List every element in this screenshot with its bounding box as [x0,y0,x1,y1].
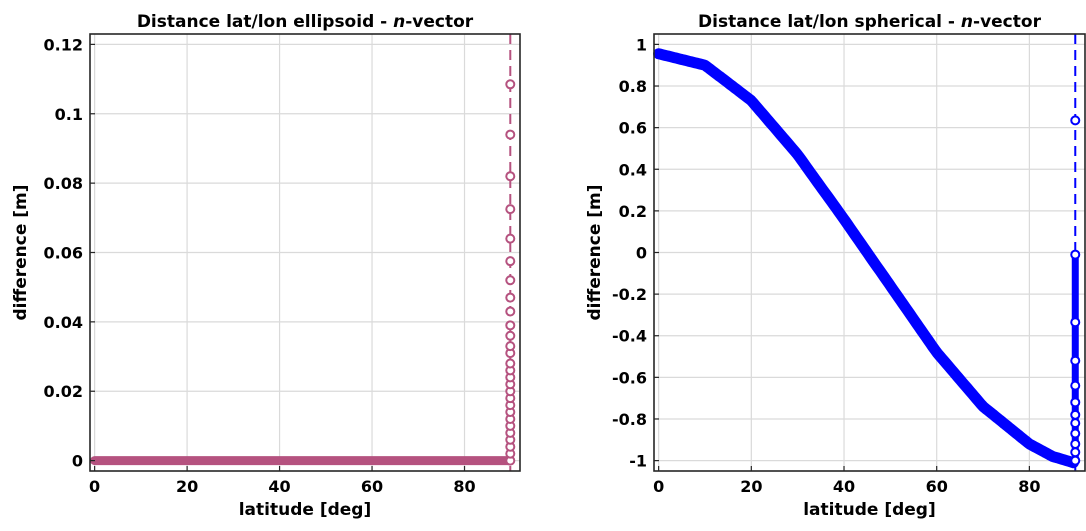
y-tick-label: 0.1 [55,105,83,124]
data-marker [505,275,516,286]
y-tick-label: 0.06 [44,244,83,263]
y-tick-label: 0.04 [44,313,83,332]
chart-title-part: Distance lat/lon ellipsoid - [137,12,393,32]
data-marker [505,330,516,341]
x-axis-label: latitude [deg] [803,500,936,520]
x-tick-label: 80 [453,477,475,496]
x-tick-label: 60 [926,477,948,496]
data-marker [1070,249,1081,260]
data-marker [505,79,516,90]
chart-title: Distance lat/lon spherical - n-vector [698,12,1042,32]
y-tick-label: -0.6 [612,368,647,387]
data-marker [1070,428,1081,439]
data-marker [1070,115,1081,126]
y-tick-label: -0.8 [612,410,647,429]
x-tick-label: 60 [361,477,383,496]
data-marker [1070,447,1081,458]
data-marker [1070,438,1081,449]
data-marker [505,233,516,244]
y-tick-label: 0.02 [44,382,83,401]
x-tick-label: 80 [1018,477,1040,496]
data-marker [505,320,516,331]
data-marker [1070,455,1081,466]
data-marker [1070,418,1081,429]
right-chart-panel: 0 20 40 60 80 -1 -0.8 -0.6 -0.4 -0.2 0 0.2 0.4 0.6 0.8… [585,12,1086,520]
data-marker [505,306,516,317]
y-axis-label: difference [m] [585,184,605,320]
y-tick-label: -1 [629,452,647,471]
x-axis-label: latitude [deg] [239,500,372,520]
data-marker [1070,409,1081,420]
chart-title-italic: n [961,12,973,32]
chart-title-part: -vector [973,12,1042,32]
x-tick-label: 0 [89,477,100,496]
data-marker [1070,397,1081,408]
y-axis-label: difference [m] [11,184,31,320]
y-tick-label: 0.4 [619,160,647,179]
y-tick-label: 1 [636,35,647,54]
y-tick-label: 0 [636,244,647,263]
x-tick-label: 0 [653,477,664,496]
y-tick-label: -0.2 [612,285,647,304]
chart-title-part: -vector [405,12,474,32]
y-tick-label: 0.8 [619,77,647,96]
x-tick-label: 20 [740,477,762,496]
data-marker [505,358,516,369]
chart-title-part: Distance lat/lon spherical - [698,12,961,32]
data-marker [505,341,516,352]
data-marker [1070,380,1081,391]
data-marker [1070,355,1081,366]
data-marker [505,204,516,215]
chart-title-italic: n [393,12,405,32]
x-tick-label: 20 [176,477,198,496]
y-tick-label: 0.2 [619,202,647,221]
left-chart-panel: 0 20 40 60 80 0 0.02 0.04 0.06 0.08 0.1 0.12 Distanc… [11,12,521,520]
data-marker [505,171,516,182]
chart-title: Distance lat/lon ellipsoid - n-vector [137,12,474,32]
data-marker [505,256,516,267]
data-band [653,48,1079,469]
x-tick-label: 40 [268,477,290,496]
y-tick-label: 0 [72,452,83,471]
y-tick-label: -0.4 [612,327,647,346]
x-tick-label: 40 [833,477,855,496]
y-tick-label: 0.6 [619,119,647,138]
y-tick-label: 0.12 [44,35,83,54]
y-tick-label: 0.08 [44,174,83,193]
data-marker [1070,317,1081,328]
data-marker [505,129,516,140]
data-marker [505,292,516,303]
